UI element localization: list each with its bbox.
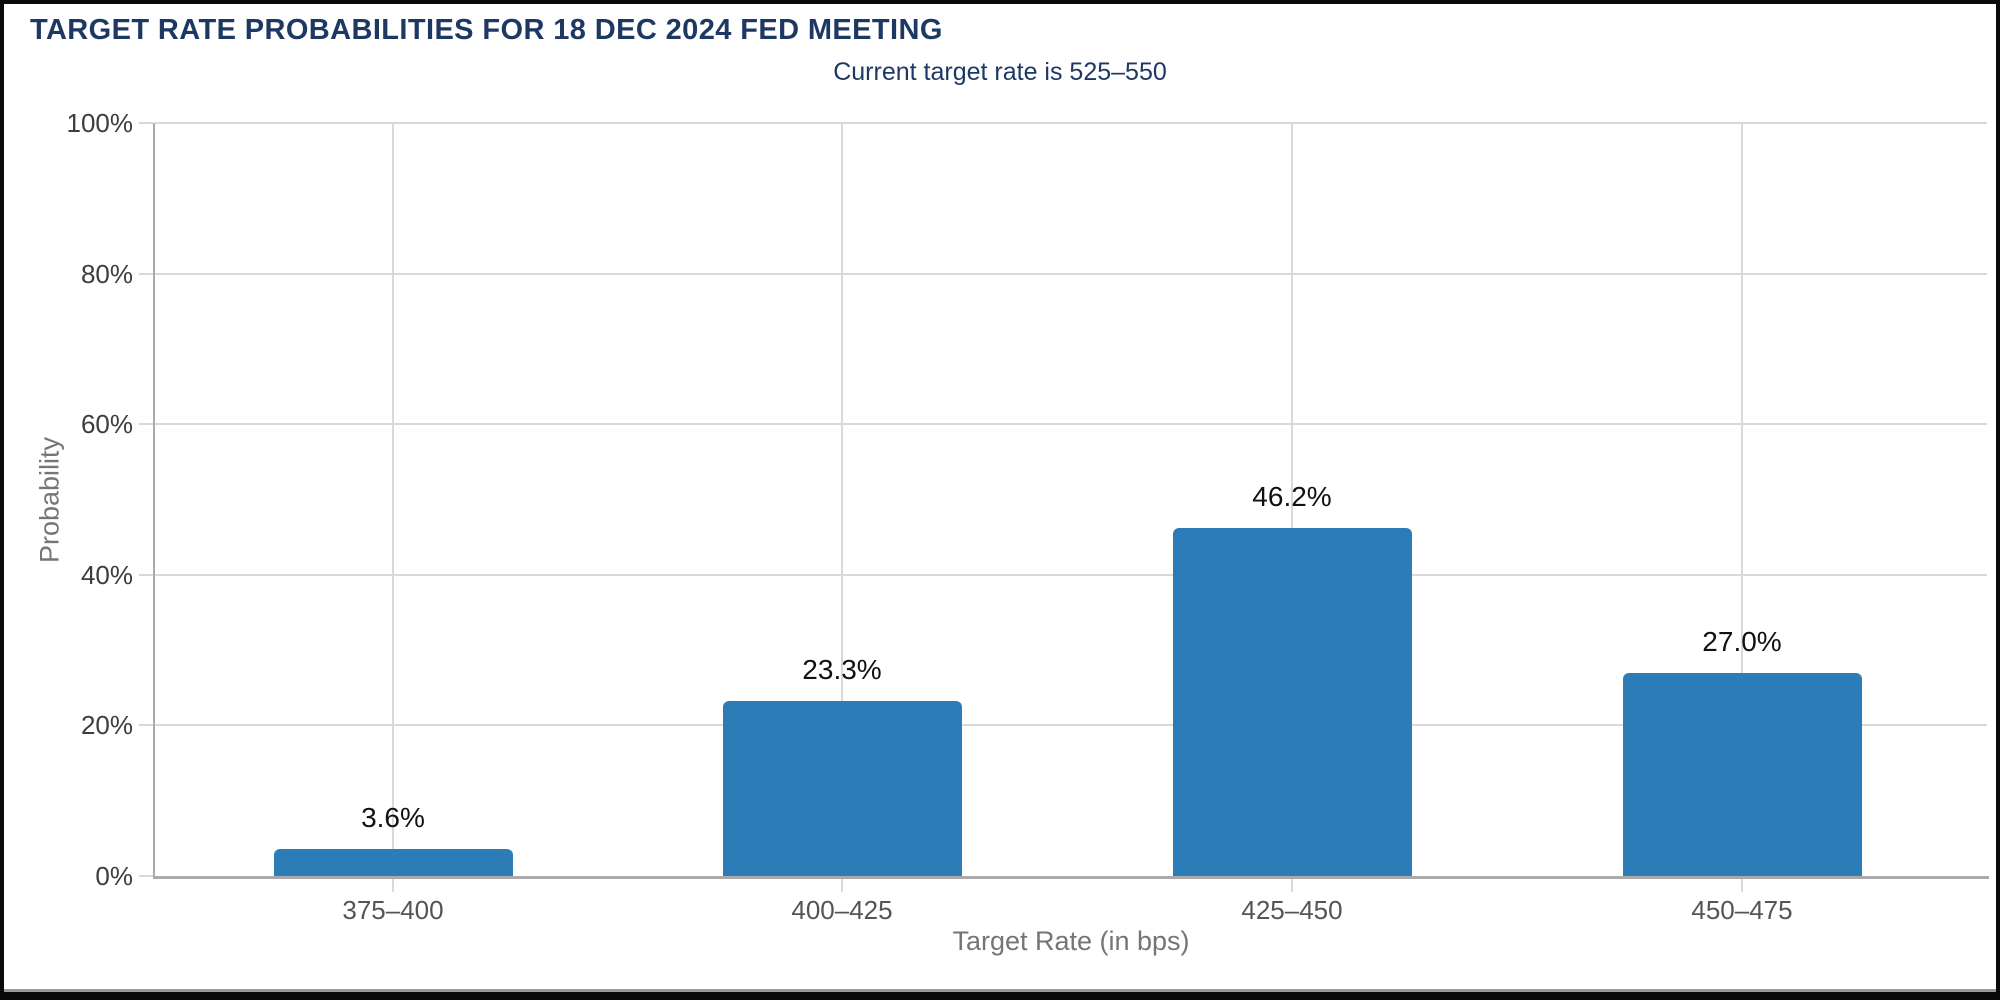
chart-title: TARGET RATE PROBABILITIES FOR 18 DEC 202… bbox=[30, 14, 943, 46]
x-tick-mark bbox=[1291, 879, 1293, 892]
y-tick-mark bbox=[139, 423, 153, 426]
bar-value-label: 3.6% bbox=[361, 802, 425, 833]
bar[interactable] bbox=[273, 849, 513, 876]
y-tick-mark bbox=[139, 724, 153, 727]
y-tick-mark bbox=[139, 875, 153, 877]
y-tick-label: 100% bbox=[66, 108, 134, 138]
x-tick-label: 425–450 bbox=[1241, 895, 1343, 925]
grid-line-vertical bbox=[392, 123, 394, 876]
bar-value-label: 27.0% bbox=[1702, 626, 1782, 657]
y-tick-mark bbox=[139, 573, 153, 576]
y-tick-label: 0% bbox=[95, 861, 133, 891]
chart-subtitle: Current target rate is 525–550 bbox=[833, 58, 1167, 86]
x-tick-mark bbox=[392, 879, 394, 892]
x-tick-label: 375–400 bbox=[342, 895, 444, 925]
x-tick-label: 450–475 bbox=[1691, 895, 1793, 925]
x-axis-title: Target Rate (in bps) bbox=[952, 926, 1190, 956]
grid-line-horizontal bbox=[155, 573, 1987, 576]
window-bottom-edge bbox=[4, 989, 1996, 1000]
bar-value-label: 46.2% bbox=[1252, 481, 1332, 512]
y-tick-mark bbox=[139, 122, 153, 124]
grid-line-vertical bbox=[1741, 123, 1743, 876]
x-tick-mark bbox=[1741, 879, 1743, 892]
x-tick-mark bbox=[841, 879, 843, 892]
grid-line-vertical bbox=[841, 123, 843, 876]
bar-value-label: 23.3% bbox=[802, 654, 882, 685]
y-tick-label: 80% bbox=[80, 258, 133, 289]
grid-line-horizontal bbox=[155, 423, 1987, 426]
grid-line-vertical bbox=[1291, 123, 1293, 876]
grid-line-horizontal bbox=[155, 272, 1987, 275]
x-axis-line bbox=[153, 876, 1989, 879]
grid-line-horizontal bbox=[155, 724, 1987, 727]
y-tick-label: 40% bbox=[80, 559, 133, 590]
plot-area: 0% 20% 40% 60% 80% 100% 3.6% 375–400 23.3% 400–42… bbox=[67, 108, 1989, 925]
bar[interactable] bbox=[1622, 673, 1862, 876]
x-tick-label: 400–425 bbox=[791, 895, 893, 925]
y-axis-line bbox=[153, 123, 155, 878]
bar[interactable] bbox=[722, 701, 962, 876]
y-tick-label: 60% bbox=[80, 409, 133, 440]
y-axis-title: Probability bbox=[34, 436, 65, 564]
grid-line-horizontal bbox=[155, 122, 1987, 124]
y-tick-label: 20% bbox=[80, 710, 133, 741]
y-tick-mark bbox=[139, 272, 153, 275]
bar[interactable] bbox=[1172, 528, 1412, 876]
